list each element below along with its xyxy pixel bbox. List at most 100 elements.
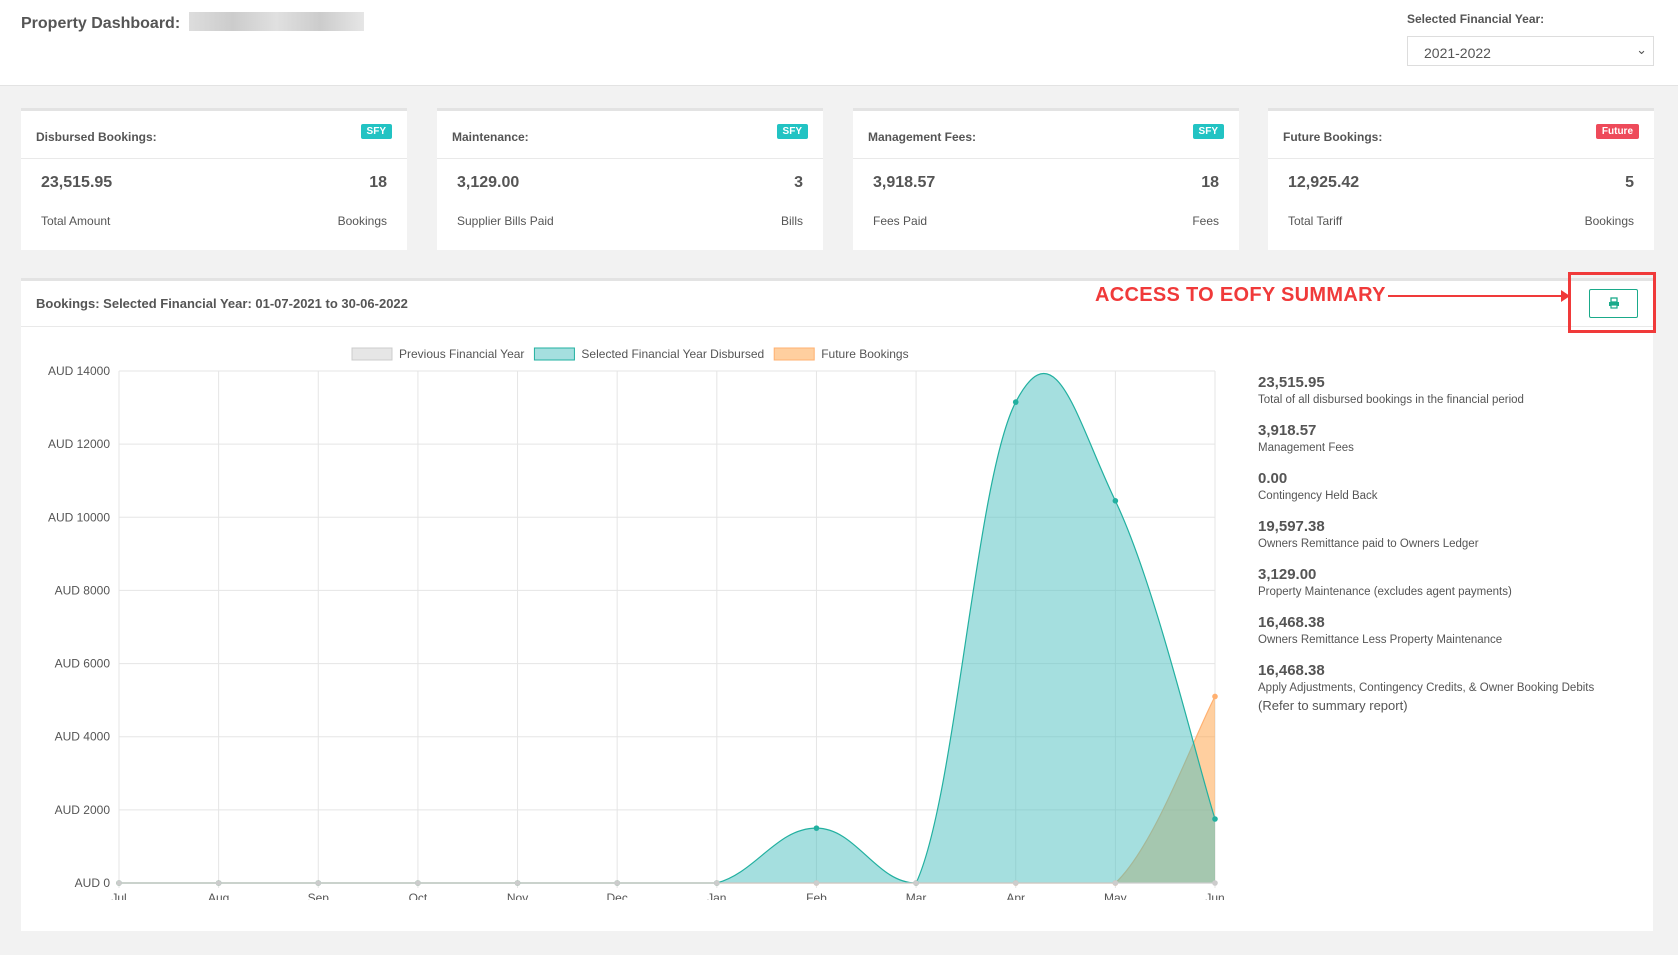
summary-item: 16,468.38 Apply Adjustments, Contingency … — [1258, 662, 1594, 713]
x-tick-label: Jul — [111, 891, 126, 900]
summary-note: (Refer to summary report) — [1258, 698, 1408, 713]
data-point — [1212, 693, 1218, 700]
summary-value: 19,597.38 — [1258, 518, 1325, 535]
data-point — [1012, 399, 1019, 405]
legend-swatch — [351, 347, 393, 361]
summary-label: Apply Adjustments, Contingency Credits, … — [1258, 682, 1595, 694]
legend-swatch — [533, 347, 575, 361]
data-point — [514, 880, 521, 886]
page-header: Property Dashboard: Selected Financial Y… — [0, 0, 1678, 86]
card-badge: SFY — [360, 124, 392, 139]
print-eofy-summary-button[interactable] — [1589, 289, 1638, 318]
chevron-down-icon: ⌄ — [1636, 42, 1647, 57]
series-area — [119, 373, 1215, 883]
y-tick-label: AUD 10000 — [48, 510, 110, 524]
summary-item: 3,129.00 Property Maintenance (excludes a… — [1258, 566, 1594, 600]
summary-label: Owners Remittance Less Property Maintena… — [1258, 634, 1503, 646]
data-point — [1212, 880, 1218, 886]
annotation-arrow — [1388, 290, 1570, 302]
summary-value: 23,515.95 — [1258, 374, 1325, 391]
data-point — [813, 825, 820, 831]
x-tick-label: Jan — [707, 891, 726, 900]
card-count-label: Bookings — [337, 214, 387, 228]
summary-item: 23,515.95 Total of all disbursed bookings… — [1258, 374, 1594, 408]
y-tick-label: AUD 14000 — [48, 364, 110, 378]
summary-value: 3,129.00 — [1258, 566, 1317, 583]
summary-item: 16,468.38 Owners Remittance Less Property… — [1258, 614, 1594, 648]
data-point — [1112, 498, 1119, 504]
summary-value: 0.00 — [1258, 470, 1288, 487]
card-amount: 3,129.00 — [457, 174, 520, 191]
data-point — [1112, 880, 1119, 886]
x-tick-label: Apr — [1006, 891, 1025, 900]
divider — [21, 326, 1653, 327]
fy-value: 2021-2022 — [1424, 45, 1491, 61]
x-tick-label: Feb — [806, 891, 827, 900]
card-count-label: Bills — [780, 214, 803, 228]
summary-item: 0.00 Contingency Held Back — [1258, 470, 1594, 504]
summary-value: 16,468.38 — [1258, 662, 1325, 679]
card-amount: 23,515.95 — [41, 174, 113, 191]
card-amount-label: Total Tariff — [1288, 214, 1343, 228]
x-tick-label: Dec — [607, 891, 628, 900]
summary-label: Management Fees — [1258, 442, 1354, 454]
card-amount-label: Fees Paid — [873, 214, 928, 228]
card-title: Maintenance: — [452, 130, 529, 144]
stat-card: Disbursed Bookings: SFY 23,515.95 18 Tot… — [21, 108, 407, 250]
annotation-highlight-box — [1568, 272, 1656, 333]
data-point — [116, 880, 122, 886]
card-title: Future Bookings: — [1283, 130, 1383, 144]
panel-title: Bookings: Selected Financial Year: 01-07… — [36, 296, 408, 311]
x-tick-label: Sep — [308, 891, 330, 900]
summary-value: 16,468.38 — [1258, 614, 1325, 631]
card-count: 5 — [1625, 174, 1634, 191]
card-amount-label: Supplier Bills Paid — [457, 214, 554, 228]
y-tick-label: AUD 4000 — [55, 730, 111, 744]
card-badge: Future — [1595, 124, 1639, 139]
data-point — [614, 880, 620, 886]
data-point — [215, 880, 222, 886]
summary-label: Contingency Held Back — [1258, 490, 1378, 502]
x-tick-label: Oct — [409, 891, 428, 900]
y-tick-label: AUD 0 — [75, 876, 111, 890]
card-amount: 12,925.42 — [1288, 174, 1360, 191]
stat-card: Future Bookings: Future 12,925.42 5 Tota… — [1268, 108, 1654, 250]
card-count: 3 — [794, 174, 803, 191]
legend-label: Previous Financial Year — [399, 347, 524, 361]
legend-label: Future Bookings — [821, 347, 908, 361]
data-point — [1212, 816, 1218, 822]
legend-label: Selected Financial Year Disbursed — [581, 347, 764, 361]
card-count: 18 — [1201, 174, 1219, 191]
x-tick-label: Aug — [208, 891, 229, 900]
card-count: 18 — [369, 174, 387, 191]
data-point — [714, 880, 720, 886]
fy-label: Selected Financial Year: — [1407, 12, 1545, 26]
card-count-label: Bookings — [1584, 214, 1634, 228]
redacted-property-name — [188, 12, 364, 31]
eofy-annotation: ACCESS TO EOFY SUMMARY — [1095, 284, 1386, 306]
summary-label: Property Maintenance (excludes agent pay… — [1258, 586, 1512, 598]
stat-card: Maintenance: SFY 3,129.00 3 Supplier Bil… — [437, 108, 823, 250]
printer-icon — [1608, 297, 1619, 309]
summary-item: 3,918.57 Management Fees — [1258, 422, 1594, 456]
card-title: Disbursed Bookings: — [36, 130, 157, 144]
data-point — [315, 880, 322, 886]
x-tick-label: Nov — [507, 891, 528, 900]
financial-year-select[interactable]: 2021-2022 ⌄ — [1407, 36, 1654, 66]
card-count-label: Fees — [1192, 214, 1219, 228]
y-tick-label: AUD 8000 — [55, 583, 111, 597]
bookings-panel: Bookings: Selected Financial Year: 01-07… — [21, 278, 1653, 931]
data-point — [1012, 880, 1019, 886]
y-tick-label: AUD 12000 — [48, 437, 110, 451]
card-amount-label: Total Amount — [41, 214, 111, 228]
data-point — [913, 880, 919, 886]
card-badge: SFY — [1192, 124, 1224, 139]
x-tick-label: May — [1104, 891, 1127, 900]
x-tick-label: Jun — [1205, 891, 1224, 900]
card-title: Management Fees: — [868, 130, 977, 144]
bookings-chart: AUD 0 AUD 2000 AUD 4000 AUD 6000 AUD 8000 AUD… — [48, 347, 1225, 900]
summary-item: 19,597.38 Owners Remittance paid to Owner… — [1258, 518, 1594, 552]
page-title: Property Dashboard: — [21, 12, 364, 33]
stat-card: Management Fees: SFY 3,918.57 18 Fees Pa… — [853, 108, 1239, 250]
data-point — [415, 880, 421, 886]
